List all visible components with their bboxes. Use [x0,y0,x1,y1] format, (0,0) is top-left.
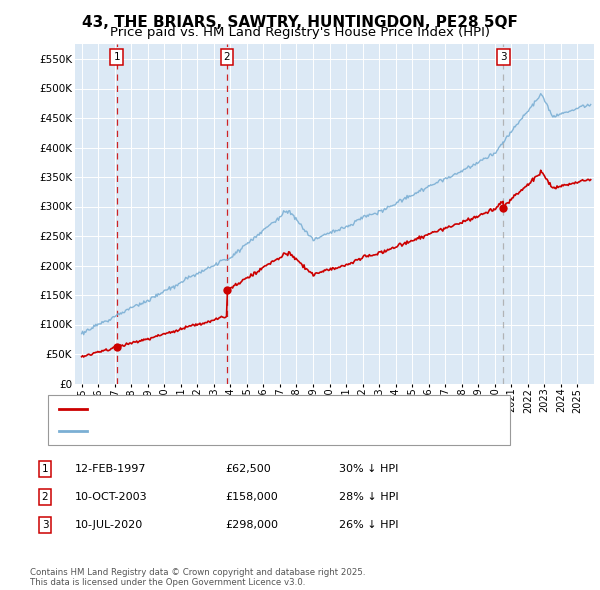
Text: 2: 2 [41,492,49,502]
Text: Price paid vs. HM Land Registry's House Price Index (HPI): Price paid vs. HM Land Registry's House … [110,26,490,39]
Text: 2: 2 [223,52,230,62]
Text: £62,500: £62,500 [225,464,271,474]
Text: 43, THE BRIARS, SAWTRY, HUNTINGDON, PE28 5QF: 43, THE BRIARS, SAWTRY, HUNTINGDON, PE28… [82,15,518,30]
Text: £298,000: £298,000 [225,520,278,530]
Text: 10-OCT-2003: 10-OCT-2003 [75,492,148,502]
Text: 12-FEB-1997: 12-FEB-1997 [75,464,146,474]
Text: Contains HM Land Registry data © Crown copyright and database right 2025.
This d: Contains HM Land Registry data © Crown c… [30,568,365,587]
Text: 28% ↓ HPI: 28% ↓ HPI [339,492,398,502]
Text: 1: 1 [113,52,120,62]
Text: 3: 3 [500,52,507,62]
Text: 43, THE BRIARS, SAWTRY, HUNTINGDON, PE28 5QF (detached house): 43, THE BRIARS, SAWTRY, HUNTINGDON, PE28… [93,404,454,414]
Text: 1: 1 [41,464,49,474]
Text: 10-JUL-2020: 10-JUL-2020 [75,520,143,530]
Text: HPI: Average price, detached house, Huntingdonshire: HPI: Average price, detached house, Hunt… [93,427,373,437]
Text: £158,000: £158,000 [225,492,278,502]
Text: 30% ↓ HPI: 30% ↓ HPI [339,464,398,474]
Text: 3: 3 [41,520,49,530]
Text: 26% ↓ HPI: 26% ↓ HPI [339,520,398,530]
